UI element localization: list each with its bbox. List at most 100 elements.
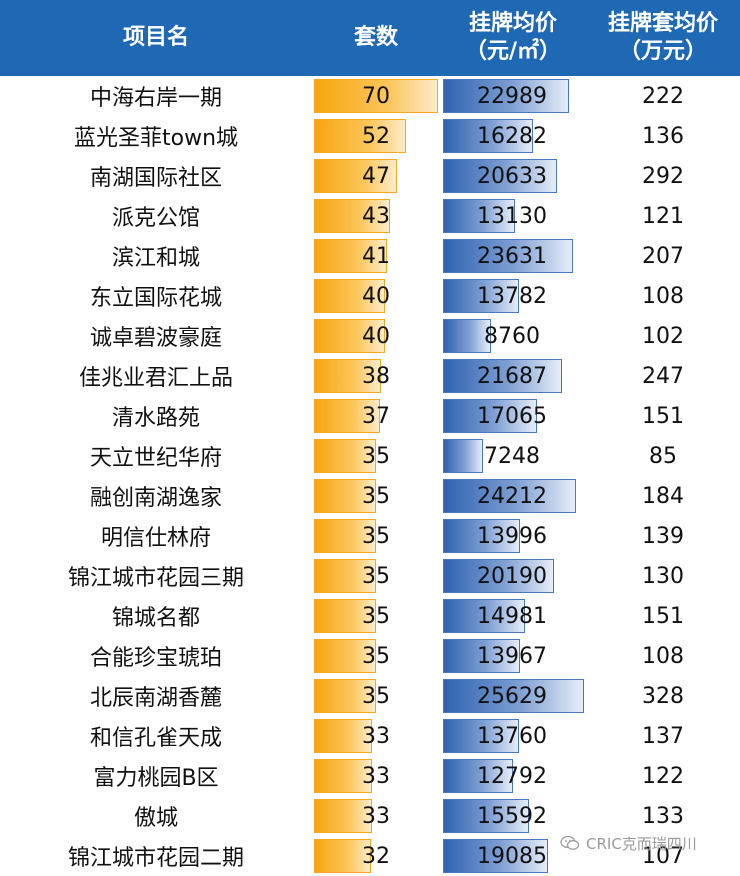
avg-price-value: 12792 — [477, 763, 547, 789]
table-row: 锦城名都 35 14981 151 — [0, 596, 740, 636]
watermark-text: CRIC克而瑞四川 — [586, 834, 697, 853]
total-price-value: 130 — [642, 563, 684, 589]
header-project-name-label: 项目名 — [122, 25, 189, 50]
total-price-value: 207 — [642, 243, 684, 269]
avg-price-bar — [443, 719, 519, 753]
table-row: 和信孔雀天成 33 13760 137 — [0, 716, 740, 756]
header-avg-price-line2: （元/㎡） — [464, 39, 562, 64]
avg-price-bar — [443, 799, 529, 833]
project-name: 派克公馆 — [111, 206, 200, 231]
avg-price-value: 13967 — [477, 643, 547, 669]
project-name: 锦江城市花园三期 — [67, 566, 244, 591]
count-value: 35 — [362, 523, 390, 549]
avg-price-value: 20190 — [477, 563, 547, 589]
project-name: 锦江城市花园二期 — [67, 846, 244, 871]
project-name: 北辰南湖香麓 — [89, 686, 222, 711]
project-name: 傲城 — [133, 806, 178, 831]
header-total-price-line1: 挂牌套均价 — [607, 11, 718, 36]
total-price-value: 137 — [642, 723, 684, 749]
count-value: 33 — [362, 803, 390, 829]
project-name: 滨江和城 — [111, 246, 200, 271]
project-name: 富力桃园B区 — [93, 766, 219, 791]
total-price-value: 247 — [642, 363, 684, 389]
count-bar — [314, 599, 376, 633]
header-avg-price: 挂牌均价 （元/㎡） — [440, 0, 586, 76]
total-price-value: 151 — [642, 603, 684, 629]
avg-price-value: 13760 — [477, 723, 547, 749]
total-price-value: 292 — [642, 163, 684, 189]
count-value: 47 — [362, 163, 390, 189]
project-name: 融创南湖逸家 — [89, 486, 222, 511]
project-name: 诚卓碧波豪庭 — [89, 326, 222, 351]
avg-price-bar — [443, 279, 519, 313]
count-value: 40 — [362, 323, 390, 349]
total-price-value: 108 — [642, 283, 684, 309]
watermark: CRIC克而瑞四川 — [560, 832, 697, 854]
count-value: 35 — [362, 443, 390, 469]
avg-price-bar — [443, 559, 554, 593]
project-name: 清水路苑 — [111, 406, 200, 431]
table-row: 清水路苑 37 17065 151 — [0, 396, 740, 436]
avg-price-value: 8760 — [484, 323, 540, 349]
table-row: 南湖国际社区 47 20633 292 — [0, 156, 740, 196]
count-bar — [314, 119, 406, 153]
count-bar — [314, 279, 385, 313]
project-name: 合能珍宝琥珀 — [89, 646, 222, 671]
table-row: 佳兆业君汇上品 38 21687 247 — [0, 356, 740, 396]
project-name: 东立国际花城 — [89, 286, 222, 311]
count-value: 35 — [362, 483, 390, 509]
table-row: 富力桃园B区 33 12792 122 — [0, 756, 740, 796]
avg-price-value: 13130 — [477, 203, 547, 229]
project-name: 锦城名都 — [111, 606, 200, 631]
avg-price-value: 13996 — [477, 523, 547, 549]
count-bar — [314, 359, 381, 393]
total-price-value: 121 — [642, 203, 684, 229]
count-bar — [314, 239, 387, 273]
avg-price-bar — [443, 519, 520, 553]
header-count: 套数 — [312, 0, 440, 76]
total-price-value: 184 — [642, 483, 684, 509]
project-name: 中海右岸一期 — [89, 86, 222, 111]
total-price-value: 108 — [642, 643, 684, 669]
count-bar — [314, 679, 376, 713]
table-row: 锦江城市花园二期 32 19085 107 — [0, 836, 740, 876]
count-bar — [314, 439, 376, 473]
project-name: 蓝光圣菲town城 — [73, 126, 239, 151]
total-price-value: 222 — [642, 83, 684, 109]
count-bar — [314, 759, 372, 793]
count-value: 52 — [362, 123, 390, 149]
project-name: 南湖国际社区 — [89, 166, 222, 191]
count-value: 35 — [362, 683, 390, 709]
total-price-value: 151 — [642, 403, 684, 429]
total-price-value: 136 — [642, 123, 684, 149]
count-bar — [314, 559, 376, 593]
header-total-price-line2: （万元） — [618, 39, 707, 64]
avg-price-bar — [443, 439, 483, 473]
project-name: 佳兆业君汇上品 — [78, 366, 233, 391]
count-bar — [314, 479, 376, 513]
count-bar — [314, 639, 376, 673]
table-row: 明信仕林府 35 13996 139 — [0, 516, 740, 556]
avg-price-bar — [443, 479, 576, 513]
count-value: 35 — [362, 643, 390, 669]
avg-price-bar — [443, 119, 533, 153]
total-price-value: 107 — [642, 843, 684, 869]
header-project-name: 项目名 — [0, 0, 312, 76]
avg-price-bar — [443, 399, 537, 433]
avg-price-bar — [443, 199, 515, 233]
avg-price-value: 21687 — [477, 363, 547, 389]
project-name: 和信孔雀天成 — [89, 726, 222, 751]
header-count-label: 套数 — [353, 25, 398, 50]
total-price-value: 102 — [642, 323, 684, 349]
total-price-value: 122 — [642, 763, 684, 789]
count-value: 35 — [362, 563, 390, 589]
count-bar — [314, 719, 372, 753]
avg-price-bar — [443, 239, 573, 273]
count-value: 41 — [362, 243, 390, 269]
avg-price-bar — [443, 319, 491, 353]
count-value: 43 — [362, 203, 390, 229]
count-bar — [314, 199, 390, 233]
count-bar — [314, 79, 438, 113]
project-name: 明信仕林府 — [100, 526, 211, 551]
